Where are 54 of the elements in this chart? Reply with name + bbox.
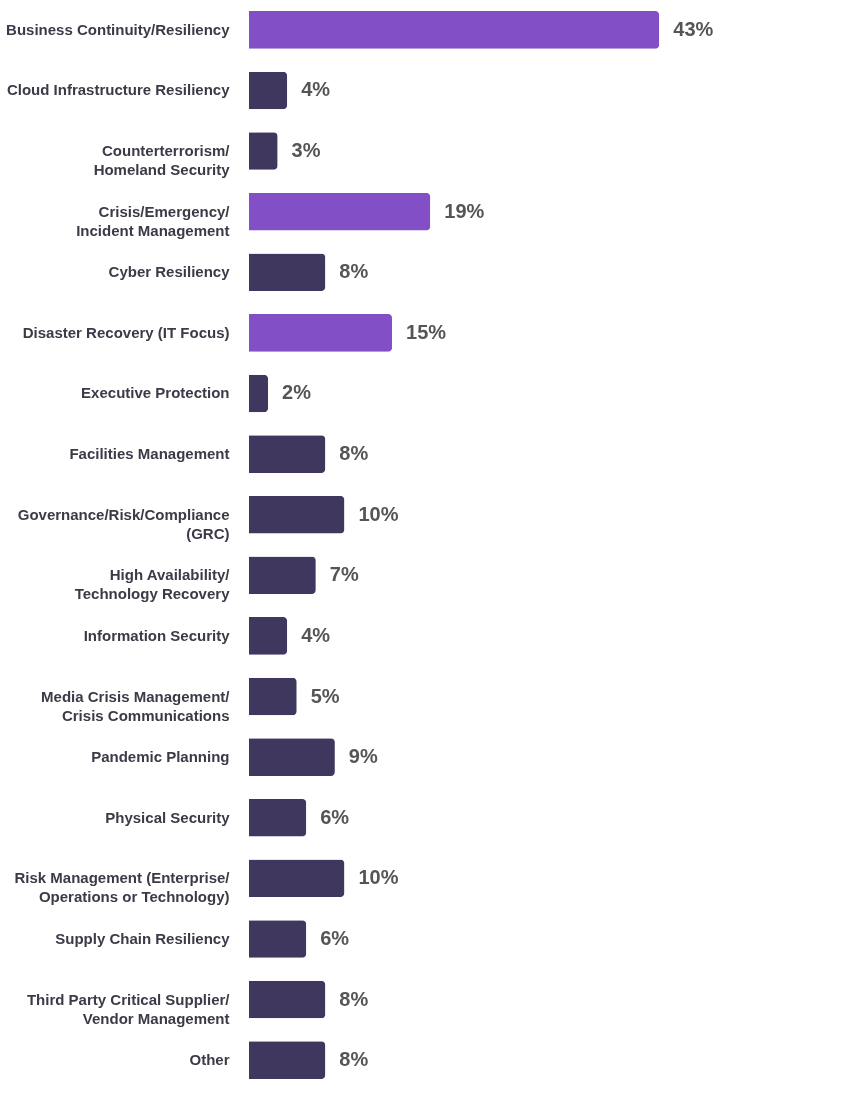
data-label: 15% [406,320,447,343]
data-label: 6% [320,926,350,949]
y-tick-label: Supply Chain Resiliency [55,929,231,947]
y-tick-label: Other [189,1051,230,1069]
data-label: 6% [320,805,350,828]
bar [249,192,431,231]
y-tick-label: Third Party Critical Supplier/ Vendor Management [26,990,231,1027]
y-tick-label: Crisis/Emergency/ Incident Management [76,202,231,239]
bar [249,859,345,898]
bar [249,617,288,655]
data-label: 43% [673,17,714,40]
y-tick-label: Governance/Risk/Compliance (GRC) [17,505,230,542]
data-label: 9% [348,745,378,768]
data-label: 19% [444,199,485,222]
y-tick-label: Executive Protection [81,384,230,402]
data-label: 10% [358,502,399,525]
bar [249,374,269,413]
data-label: 8% [339,260,369,283]
bar [249,435,326,473]
y-tick-label: Physical Security [105,808,231,826]
data-label: 4% [301,78,331,101]
data-label: 8% [339,987,369,1010]
data-label: 5% [310,684,340,707]
data-label: 10% [358,866,399,889]
data-label: 4% [301,623,331,646]
data-label: 8% [339,442,369,465]
data-label: 7% [329,563,359,586]
bar [249,71,288,110]
y-tick-label: Disaster Recovery (IT Focus) [22,323,230,341]
y-tick-label: Counterterrorism/ Homeland Security [93,142,231,179]
y-tick-label: Cloud Infrastructure Resiliency [6,81,231,99]
y-tick-label: Information Security [83,626,231,644]
y-tick-label: Pandemic Planning [91,748,230,766]
bar [249,11,660,49]
bar [249,1041,326,1079]
y-tick-label: High Availability/ Technology Recovery [74,566,231,603]
y-tick-label: Facilities Management [69,445,230,463]
bar [249,738,335,776]
y-tick-label: Cyber Resiliency [108,263,231,281]
bar [249,253,326,292]
y-tick-label: Business Continuity/Resiliency [6,20,231,38]
bar [249,314,393,352]
bar [249,980,326,1019]
y-tick-label: Risk Management (Enterprise/ Operations or Technology) [14,869,231,906]
data-label: 8% [339,1048,369,1071]
data-label: 2% [282,381,312,404]
bar [249,495,345,534]
data-label: 3% [291,139,321,162]
bar [249,677,297,716]
y-tick-label: Media Crisis Management/ Crisis Communications [41,687,231,724]
bar [249,132,278,170]
bar [249,920,307,958]
bar [249,556,316,595]
bar [249,798,307,837]
